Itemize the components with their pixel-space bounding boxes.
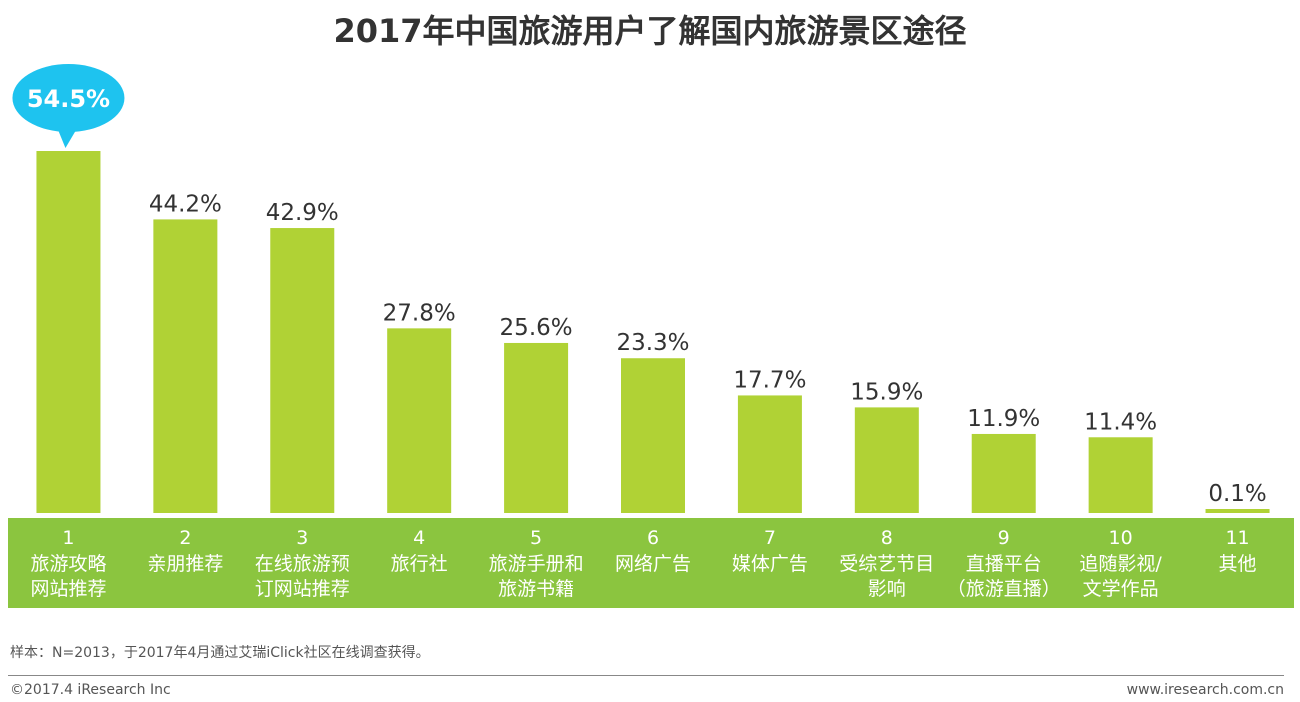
category-number-9: 9	[998, 527, 1010, 549]
category-number-1: 1	[62, 527, 74, 549]
bar-4	[387, 328, 452, 513]
category-label-5-line-1: 旅游手册和	[489, 553, 584, 575]
category-label-1-line-1: 旅游攻略	[30, 553, 106, 575]
value-label-8: 15.9%	[850, 379, 923, 405]
bar-3	[270, 228, 335, 513]
bar-6	[621, 358, 685, 513]
category-label-3-line-1: 在线旅游预	[255, 553, 350, 575]
category-label-9-line-1: 直播平台	[966, 553, 1042, 575]
category-label-7-line-1: 媒体广告	[732, 553, 808, 575]
chart-title: 2017年中国旅游用户了解国内旅游景区途径	[333, 12, 967, 50]
value-label-9: 11.9%	[967, 406, 1040, 432]
value-callout-pointer	[56, 126, 79, 148]
value-label-4: 27.8%	[383, 300, 456, 326]
footer-divider	[8, 675, 1284, 676]
value-label-10: 11.4%	[1084, 409, 1157, 435]
sample-note: 样本：N=2013，于2017年4月通过艾瑞iClick社区在线调查获得。	[10, 645, 430, 661]
bar-11	[1205, 509, 1270, 513]
category-number-2: 2	[179, 527, 191, 549]
value-label-5: 25.6%	[500, 315, 573, 341]
value-label-2: 44.2%	[149, 191, 222, 217]
category-label-10-line-2: 文学作品	[1083, 578, 1159, 600]
bar-1	[36, 151, 101, 513]
bar-7	[737, 395, 802, 513]
bar-2	[153, 219, 218, 513]
category-label-9-line-2: （旅游直播）	[947, 578, 1061, 600]
value-label-6: 23.3%	[616, 330, 689, 356]
website-link[interactable]: www.iresearch.com.cn	[1126, 682, 1284, 698]
category-label-2-line-1: 亲朋推荐	[147, 553, 223, 575]
value-callout-bubble	[12, 64, 125, 132]
category-band	[8, 518, 1294, 608]
category-number-7: 7	[764, 527, 776, 549]
category-number-8: 8	[881, 527, 893, 549]
bar-5	[504, 342, 569, 513]
category-label-8-line-1: 受综艺节目	[839, 553, 934, 575]
bar-8	[854, 407, 919, 513]
copyright: ©2017.4 iResearch Inc	[10, 682, 171, 698]
value-label-7: 17.7%	[733, 367, 806, 393]
category-number-5: 5	[530, 527, 542, 549]
category-number-10: 10	[1109, 527, 1133, 549]
category-label-1-line-2: 网站推荐	[30, 578, 106, 600]
category-label-5-line-2: 旅游书籍	[498, 578, 574, 600]
category-label-4-line-1: 旅行社	[391, 553, 448, 575]
category-number-3: 3	[296, 527, 308, 549]
value-label-1: 54.5%	[27, 85, 110, 113]
category-label-10-line-1: 追随影视/	[1079, 553, 1162, 575]
category-label-3-line-2: 订网站推荐	[255, 578, 350, 600]
category-label-6-line-1: 网络广告	[615, 553, 691, 575]
category-number-11: 11	[1225, 527, 1249, 549]
value-label-3: 42.9%	[266, 200, 339, 226]
category-number-6: 6	[647, 527, 659, 549]
category-label-8-line-2: 影响	[868, 578, 906, 600]
category-label-11-line-1: 其他	[1219, 553, 1257, 575]
bar-10	[1088, 437, 1153, 513]
value-label-11: 0.1%	[1208, 481, 1266, 507]
bar-9	[971, 433, 1036, 513]
category-number-4: 4	[413, 527, 425, 549]
